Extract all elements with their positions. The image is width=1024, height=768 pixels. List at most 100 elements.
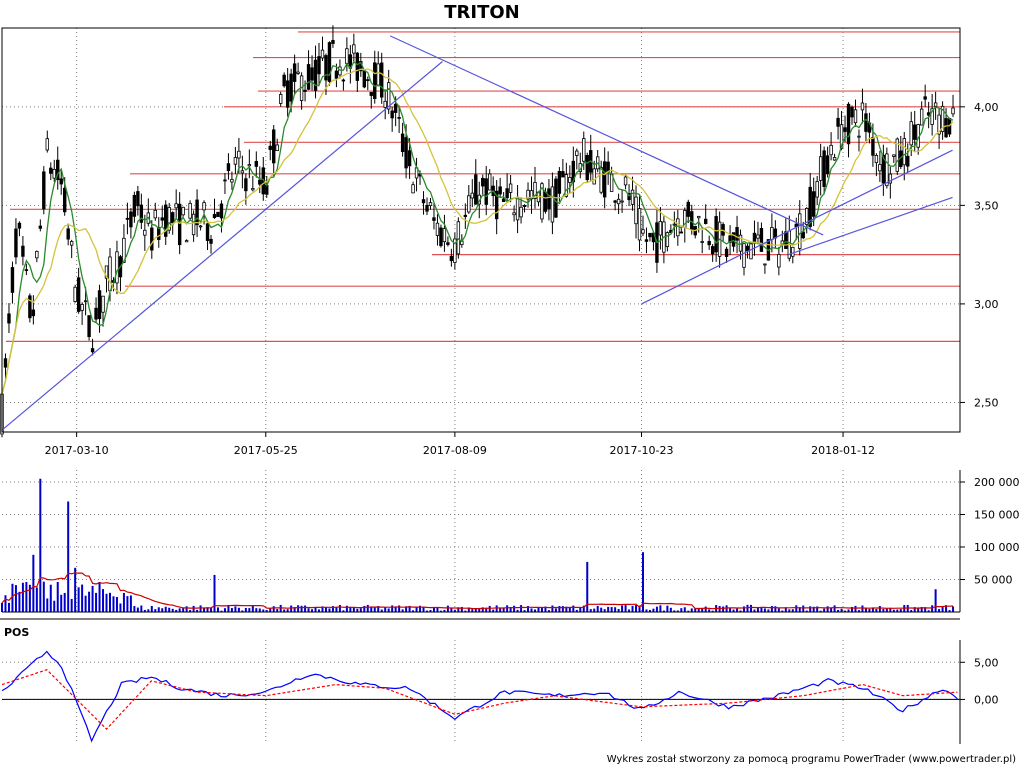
volume-bar-60 <box>210 607 213 612</box>
volume-bar-197 <box>687 610 690 612</box>
volume-bar-21 <box>74 567 77 612</box>
volume-bar-269 <box>938 609 941 612</box>
volume-bar-168 <box>586 561 589 612</box>
candle-body-90 <box>313 59 318 91</box>
candle-body-54 <box>188 202 192 219</box>
candle-body-45 <box>157 226 161 240</box>
pos-panel-title: POS <box>4 626 29 639</box>
candle-body-131 <box>456 221 461 255</box>
volume-bar-124 <box>432 607 435 612</box>
candle-body-228 <box>794 223 798 228</box>
volume-bar-254 <box>885 608 888 612</box>
volume-bar-207 <box>722 606 725 612</box>
x-tick-label-4: 2018-01-12 <box>811 444 875 457</box>
candle-body-6 <box>21 245 25 257</box>
volume-bar-130 <box>453 609 456 612</box>
volume-bar-71 <box>248 608 251 612</box>
volume-bar-155 <box>540 607 543 612</box>
volume-bar-236 <box>823 608 826 612</box>
candle-body-217 <box>756 234 760 239</box>
volume-bar-127 <box>443 609 446 612</box>
volume-bar-252 <box>878 606 881 612</box>
volume-bar-196 <box>683 607 686 612</box>
candle-body-63 <box>219 203 224 219</box>
volume-bar-203 <box>708 609 711 612</box>
candle-body-107 <box>373 62 377 99</box>
volume-bar-230 <box>802 605 805 612</box>
candle-body-244 <box>850 106 854 118</box>
candle-body-70 <box>244 178 248 192</box>
volume-bar-20 <box>70 598 73 612</box>
candle-body-48 <box>167 207 171 231</box>
candle-body-185 <box>644 239 649 242</box>
candle-body-184 <box>641 229 645 234</box>
volume-bar-191 <box>666 605 669 612</box>
candle-body-33 <box>115 251 119 284</box>
candle-body-133 <box>463 214 468 217</box>
candle-body-182 <box>634 196 638 225</box>
candle-body-68 <box>237 150 241 159</box>
candle-body-183 <box>637 208 642 241</box>
volume-bar-44 <box>154 609 157 612</box>
candle-body-80 <box>278 94 283 104</box>
volume-bar-194 <box>676 610 679 612</box>
volume-bar-41 <box>143 609 146 612</box>
volume-bar-179 <box>624 605 627 612</box>
candle-body-213 <box>742 243 746 268</box>
candle-body-186 <box>648 232 652 238</box>
volume-bar-62 <box>216 607 219 612</box>
volume-bar-239 <box>833 605 836 612</box>
volume-bar-253 <box>882 609 885 612</box>
candle-body-117 <box>407 150 412 167</box>
candle-body-225 <box>784 231 788 249</box>
volume-bar-150 <box>523 610 526 612</box>
volume-bar-270 <box>941 606 944 612</box>
volume-bar-16 <box>56 582 59 612</box>
candle-body-155 <box>540 183 544 220</box>
volume-bar-65 <box>227 605 230 612</box>
candle-body-21 <box>73 286 77 302</box>
volume-bar-234 <box>816 606 819 612</box>
volume-bar-227 <box>791 609 794 612</box>
candle-body-118 <box>411 184 415 194</box>
candle-body-82 <box>285 80 290 108</box>
volume-bar-35 <box>122 592 125 612</box>
y-tick-label-0: 2,50 <box>974 396 999 409</box>
candle-body-4 <box>14 228 18 258</box>
volume-bar-153 <box>533 609 536 612</box>
candle-body-233 <box>811 191 816 217</box>
volume-bar-30 <box>105 593 108 612</box>
volume-bar-193 <box>673 610 676 612</box>
volume-bar-114 <box>398 605 401 612</box>
y-tick-label-3: 4,00 <box>974 101 999 114</box>
volume-bar-181 <box>631 605 634 612</box>
volume-bar-0 <box>1 602 3 612</box>
candle-body-28 <box>97 290 102 320</box>
candle-body-146 <box>508 183 513 193</box>
volume-panel: 50 000 100 000 150 000 200 000 <box>0 470 1020 620</box>
volume-bar-12 <box>42 581 45 612</box>
volume-bar-70 <box>244 607 247 612</box>
volume-bar-75 <box>262 609 265 612</box>
volume-bar-233 <box>812 606 815 612</box>
candle-body-197 <box>686 201 690 217</box>
candle-body-26 <box>90 348 95 353</box>
volume-bar-36 <box>126 596 129 612</box>
volume-bar-39 <box>136 607 139 612</box>
candle-body-39 <box>136 191 140 207</box>
volume-bar-96 <box>335 607 338 612</box>
candle-body-230 <box>801 231 805 239</box>
volume-bar-184 <box>641 552 644 612</box>
volume-bar-15 <box>53 600 56 612</box>
volume-bar-74 <box>258 608 261 612</box>
candle-body-178 <box>620 200 624 203</box>
candle-body-128 <box>446 242 450 245</box>
candle-body-150 <box>522 205 527 207</box>
candle-body-60 <box>209 238 213 244</box>
volume-bar-263 <box>917 607 920 612</box>
volume-bar-172 <box>600 607 603 612</box>
volume-bar-132 <box>460 606 463 612</box>
volume-bar-175 <box>610 607 613 612</box>
volume-bar-248 <box>864 608 867 612</box>
volume-bar-91 <box>318 609 321 612</box>
